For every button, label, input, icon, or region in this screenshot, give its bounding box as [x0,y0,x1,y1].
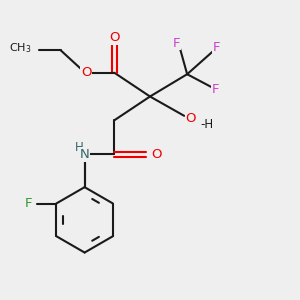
Text: H: H [75,140,84,154]
Text: CH$_3$: CH$_3$ [9,41,31,55]
Text: F: F [213,41,220,54]
Text: O: O [152,148,162,161]
Text: F: F [25,197,32,210]
Text: N: N [80,148,89,161]
Text: F: F [173,37,181,50]
Text: F: F [212,82,219,96]
Text: O: O [109,31,120,44]
Text: O: O [186,112,196,125]
Text: -H: -H [200,118,214,130]
Text: O: O [81,66,91,79]
